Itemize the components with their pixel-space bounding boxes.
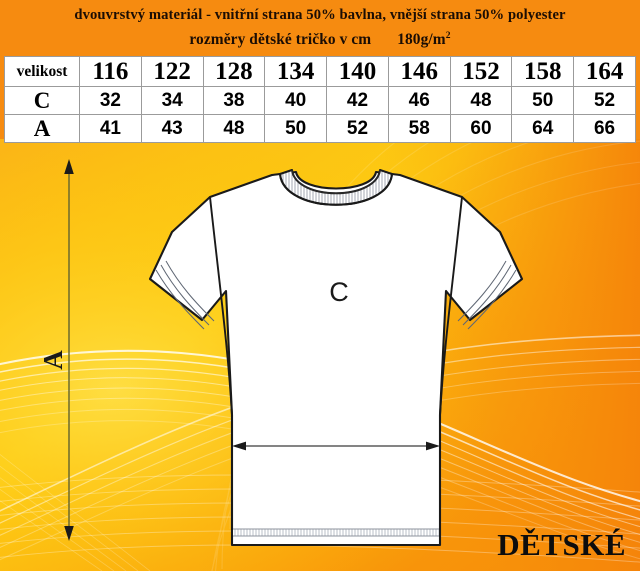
size-header-cell: 140 — [326, 56, 389, 87]
size-header-cell: 128 — [202, 56, 266, 87]
tshirt-svg — [148, 169, 524, 547]
measurement-cell: 50 — [264, 114, 328, 143]
table-row: A 41 43 48 50 52 58 60 64 66 — [4, 114, 636, 143]
table-row: C 32 34 38 40 42 46 48 50 52 — [4, 86, 636, 115]
dimension-markers — [0, 139, 640, 571]
measurement-cell: 41 — [79, 114, 142, 143]
collar-inner-edge — [291, 169, 381, 194]
measurement-cell: 52 — [326, 114, 389, 143]
measurement-cell: 46 — [387, 86, 451, 115]
tshirt-illustration — [0, 139, 640, 571]
dimension-svg — [64, 159, 440, 541]
row-label-c: C — [4, 86, 80, 115]
fabric-weight: 180g/m — [397, 31, 446, 49]
neck-shoulder-right — [391, 173, 401, 176]
measurements-title: rozměry dětské tričko v cm — [189, 31, 372, 49]
measurement-cell: 64 — [511, 114, 575, 143]
size-header-cell: 116 — [79, 56, 142, 87]
measurement-cell: 48 — [202, 114, 266, 143]
left-armhole-seam — [209, 196, 233, 416]
brand-label: DĚTSKÉ — [497, 527, 626, 562]
table-corner-label: velikost — [4, 56, 80, 87]
measurement-cell: 48 — [449, 86, 513, 115]
right-cuff-stitching — [457, 260, 517, 330]
dimension-label-c: C — [329, 277, 349, 307]
size-header-cell: 164 — [573, 56, 636, 87]
dimension-label-a: A — [38, 350, 68, 370]
measurement-cell: 34 — [140, 86, 204, 115]
measurement-cell: 40 — [264, 86, 328, 115]
measurement-cell: 66 — [573, 114, 636, 143]
measurement-cell: 43 — [140, 114, 204, 143]
table-header-row: velikost 116 122 128 134 140 146 152 158… — [4, 56, 636, 87]
header-band: dvouvrstvý materiál - vnitřní strana 50%… — [0, 0, 640, 56]
right-armhole-seam — [439, 196, 463, 416]
size-header-cell: 158 — [511, 56, 575, 87]
measurement-cell: 38 — [202, 86, 266, 115]
measurement-cell: 32 — [79, 86, 142, 115]
dimension-a-vertical — [64, 159, 74, 541]
measurement-cell: 58 — [387, 114, 451, 143]
material-description: dvouvrstvý materiál - vnitřní strana 50%… — [74, 7, 566, 23]
collar-outer-edge — [279, 173, 393, 206]
measurement-cell: 42 — [326, 86, 389, 115]
dimension-c-horizontal — [232, 441, 440, 451]
measurement-cell: 50 — [511, 86, 575, 115]
row-label-a: A — [4, 114, 80, 143]
neck-shoulder-left — [271, 173, 281, 176]
size-table-wrapper: velikost 116 122 128 134 140 146 152 158… — [4, 56, 636, 143]
left-cuff-stitching — [155, 260, 215, 330]
size-table: velikost 116 122 128 134 140 146 152 158… — [4, 56, 636, 143]
size-header-cell: 134 — [264, 56, 328, 87]
measurement-cell: 52 — [573, 86, 636, 115]
measurements-title-line: rozměry dětské tričko v cm 180g/m2 — [0, 30, 640, 49]
size-header-cell: 152 — [449, 56, 513, 87]
measurement-cell: 60 — [449, 114, 513, 143]
tshirt-body-group — [148, 169, 524, 547]
fabric-weight-exponent: 2 — [445, 30, 451, 41]
size-header-cell: 122 — [140, 56, 204, 87]
size-table-body: velikost 116 122 128 134 140 146 152 158… — [4, 56, 636, 143]
size-header-cell: 146 — [387, 56, 451, 87]
bottom-hem-band — [233, 529, 439, 536]
